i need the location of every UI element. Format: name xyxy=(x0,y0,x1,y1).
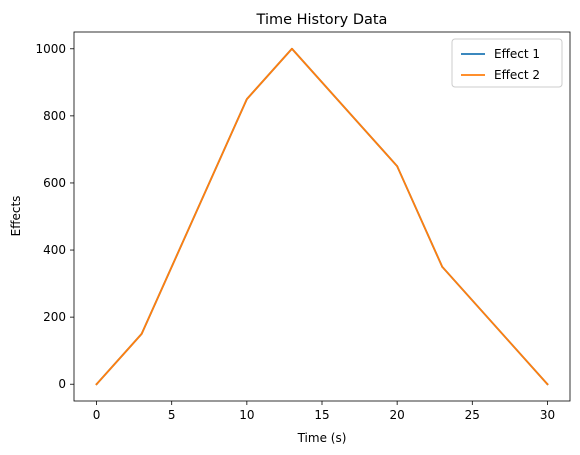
x-axis-label: Time (s) xyxy=(297,431,347,445)
legend: Effect 1 Effect 2 xyxy=(451,38,563,88)
plot-area xyxy=(74,32,570,401)
chart-title: Time History Data xyxy=(256,12,388,28)
y-tick-label: 800 xyxy=(43,109,66,123)
y-tick-label: 0 xyxy=(58,377,66,391)
x-tick-label: 20 xyxy=(390,408,405,422)
x-tick-label: 5 xyxy=(168,408,176,422)
data-point xyxy=(291,47,293,50)
y-tick-label: 1000 xyxy=(35,42,66,56)
data-point xyxy=(396,165,399,168)
y-axis-ticks: 0 200 400 600 800 1000 xyxy=(35,42,74,391)
x-tick-label: 15 xyxy=(314,408,329,422)
data-point xyxy=(95,383,98,386)
data-point xyxy=(546,383,549,386)
legend-label-effect-1: Effect 1 xyxy=(494,47,540,61)
x-tick-label: 30 xyxy=(540,408,555,422)
data-point xyxy=(245,98,248,100)
series-lines xyxy=(95,47,549,386)
y-tick-label: 200 xyxy=(43,310,66,324)
x-tick-label: 0 xyxy=(93,408,101,422)
x-axis-ticks: 0 5 10 15 20 25 30 xyxy=(93,401,555,422)
y-tick-label: 400 xyxy=(43,243,66,257)
legend-label-effect-2: Effect 2 xyxy=(494,68,540,82)
plot-frame xyxy=(73,31,571,402)
x-tick-label: 10 xyxy=(239,408,254,422)
y-tick-label: 600 xyxy=(43,176,66,190)
x-tick-label: 25 xyxy=(465,408,480,422)
data-point xyxy=(441,265,444,268)
y-axis-label: Effects xyxy=(9,196,23,237)
data-point xyxy=(140,333,143,335)
